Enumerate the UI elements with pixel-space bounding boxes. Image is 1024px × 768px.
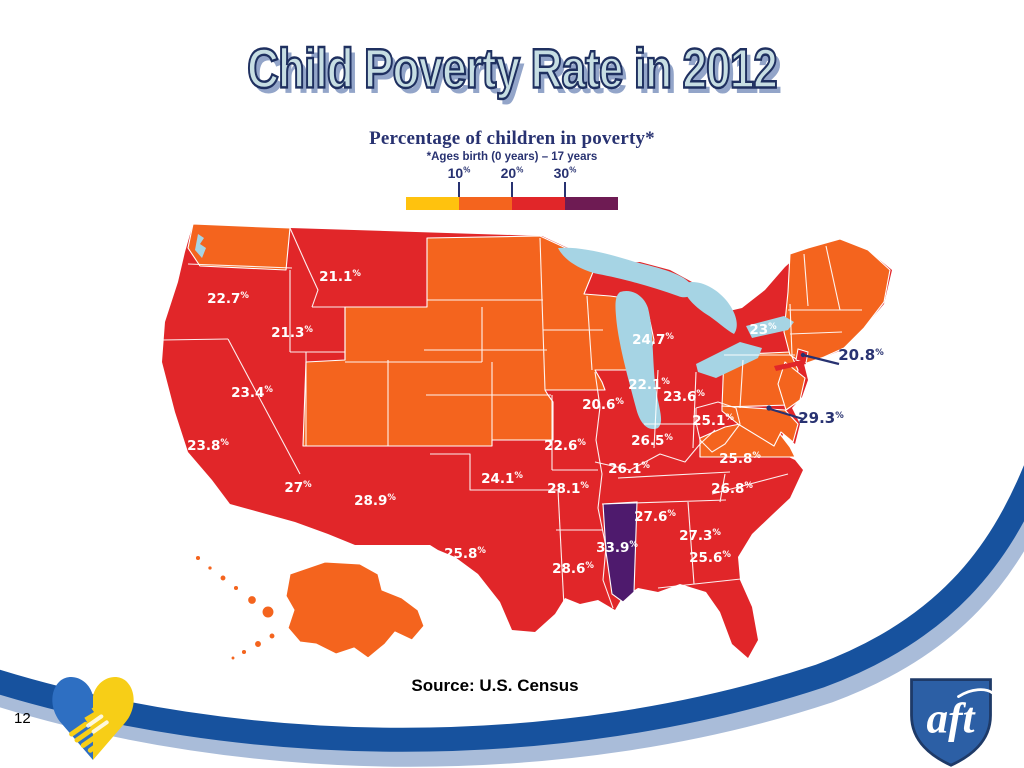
state-value-label: 28.9% — [354, 493, 396, 509]
state-value-label: 25.1% — [692, 413, 734, 429]
state-alaska — [285, 561, 425, 659]
state-value-label: 21.1% — [319, 269, 361, 285]
legend-tick-30: 30% — [553, 165, 577, 181]
source-text: Source: U.S. Census — [411, 676, 579, 695]
legend-band-yellow — [406, 197, 459, 210]
lake-huron — [682, 281, 737, 334]
aleutian-island — [268, 632, 276, 640]
state-value-label: 21.3% — [271, 325, 313, 341]
shield-shape — [910, 678, 992, 767]
leader-lines — [766, 352, 840, 421]
long-island — [774, 360, 806, 371]
lake-erie — [696, 342, 762, 378]
legend-band-red — [512, 197, 565, 210]
finger-stripes — [69, 721, 104, 753]
great-lakes — [195, 234, 794, 430]
lake-superior — [558, 247, 694, 298]
orange-states — [187, 223, 891, 661]
lake-michigan — [615, 290, 662, 430]
state-value-label: 22.1% — [628, 377, 670, 393]
state-hawaii — [194, 554, 275, 619]
poverty-legend: Percentage of children in poverty* *Ages… — [336, 128, 688, 211]
legend-subtitle: *Ages birth (0 years) – 17 years — [426, 151, 598, 163]
state-value-label: 26.8% — [711, 481, 753, 497]
legend-tick-10: 10% — [447, 165, 471, 181]
heart-right-yellow — [93, 677, 134, 760]
state-value-label: 20.8% — [838, 346, 884, 364]
blue-finger-stripes — [86, 714, 109, 734]
page-number: 12 — [14, 710, 31, 727]
state-value-label: 23.4% — [231, 385, 273, 401]
legend-color-scale: 10% 20% 30% — [406, 165, 618, 211]
lake-ontario — [746, 316, 794, 338]
state-value-label: 20.6% — [582, 397, 624, 413]
state-value-label: 23.8% — [187, 438, 229, 454]
state-value-label: 33.9% — [596, 540, 638, 556]
legend-title: Percentage of children in poverty* — [369, 128, 655, 149]
state-value-label: 25.8% — [719, 451, 761, 467]
state-new-jersey — [777, 361, 806, 411]
page-title: Child Poverty Rate in 2012 — [246, 36, 779, 101]
state-value-label: 22.7% — [207, 291, 249, 307]
state-value-label: 28.1% — [547, 481, 589, 497]
state-value-label: 23% — [749, 322, 777, 338]
legend-gradient-bar — [406, 197, 618, 210]
state-value-label: 28.6% — [552, 561, 594, 577]
state-washington — [187, 223, 291, 271]
aft-logo-text: aft — [927, 694, 977, 742]
us-choropleth-map: 22.7% 21.1% 21.3% 23.4% 23.8% 27% 28.9% 25.8% 24… — [140, 212, 895, 672]
heart-handshake-logo — [52, 677, 134, 760]
aleutian-island — [240, 648, 248, 656]
legend-tick-line — [511, 182, 513, 197]
legend-tick-line — [458, 182, 460, 197]
aft-swoosh — [957, 688, 994, 698]
state-value-label: 24.1% — [481, 471, 523, 487]
title-wrap: Child Poverty Rate in 2012 — [0, 36, 1024, 101]
rhode-island-leader — [802, 353, 840, 366]
state-value-label: 27% — [284, 480, 312, 496]
aleutian-island — [230, 655, 236, 661]
state-value-label: 24.7% — [632, 332, 674, 348]
aleutian-island — [253, 639, 263, 649]
aft-shield-logo: aft — [910, 678, 994, 767]
dc-leader — [769, 407, 804, 421]
state-value-label: 25.6% — [689, 550, 731, 566]
state-borders — [161, 227, 862, 609]
state-value-label: 26.1% — [608, 461, 650, 477]
legend-band-orange — [459, 197, 512, 210]
state-value-label: 23.6% — [663, 389, 705, 405]
map-labels: 22.7% 21.1% 21.3% 23.4% 23.8% 27% 28.9% 25.8% 24… — [187, 269, 884, 577]
puget-sound — [195, 234, 206, 258]
state-value-label: 27.6% — [634, 509, 676, 525]
state-value-label: 22.6% — [544, 438, 586, 454]
legend-band-purple — [565, 197, 618, 210]
legend-tick-20: 20% — [500, 165, 524, 181]
state-value-label: 26.5% — [631, 433, 673, 449]
state-value-label: 27.3% — [679, 528, 721, 544]
state-value-label: 29.3% — [798, 409, 844, 427]
state-value-label: 25.8% — [444, 546, 486, 562]
legend-tick-line — [564, 182, 566, 197]
blue-hand — [64, 698, 94, 724]
